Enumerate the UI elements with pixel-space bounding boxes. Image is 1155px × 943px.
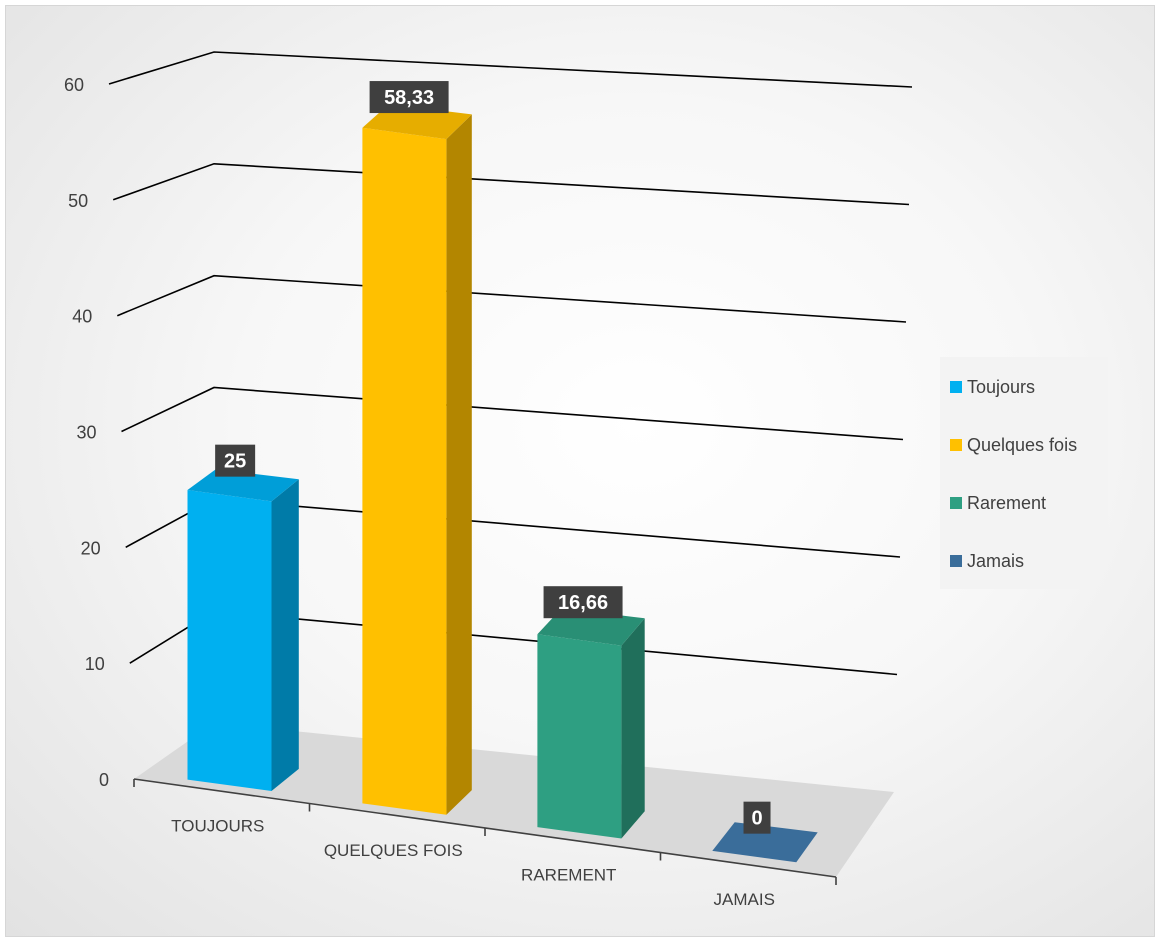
bar-front-face bbox=[537, 634, 622, 839]
y-tick-label: 0 bbox=[99, 770, 109, 790]
gridline bbox=[112, 162, 910, 206]
data-label: 58,33 bbox=[384, 87, 434, 109]
y-tick-label: 60 bbox=[64, 75, 84, 95]
data-label-box bbox=[543, 586, 623, 619]
y-tick-label: 30 bbox=[76, 423, 96, 443]
y-tick-label: 40 bbox=[72, 307, 92, 327]
legend-label: Toujours bbox=[967, 377, 1035, 397]
data-label: 16,66 bbox=[558, 592, 608, 614]
bar-flat bbox=[712, 822, 818, 863]
bar-side-face bbox=[621, 618, 645, 839]
data-label: 0 bbox=[751, 808, 762, 830]
gridline bbox=[108, 51, 913, 88]
bar-jamais bbox=[712, 822, 818, 863]
chart-area: 0 10 20 30 40 50 60 25 TOUJOURS 58,33 QUELQUES FO… bbox=[5, 5, 1155, 937]
bar-chart-3d: 0 10 20 30 40 50 60 25 TOUJOURS 58,33 QUELQUES FO… bbox=[64, 51, 1108, 909]
legend-label: Quelques fois bbox=[967, 435, 1077, 455]
legend-swatch bbox=[950, 439, 962, 451]
legend-box bbox=[940, 357, 1108, 589]
bar-rarement bbox=[537, 608, 645, 839]
bar-top-face bbox=[187, 469, 299, 502]
data-label-box bbox=[369, 81, 449, 114]
y-tick-label: 20 bbox=[81, 538, 101, 558]
bar-front-face bbox=[362, 127, 447, 815]
x-tick-label: QUELQUES FOIS bbox=[324, 841, 463, 860]
x-tick-label: TOUJOURS bbox=[171, 816, 264, 835]
x-tick-label: JAMAIS bbox=[714, 890, 775, 909]
legend-swatch bbox=[950, 497, 962, 509]
gridline bbox=[121, 386, 904, 441]
chart-floor bbox=[134, 723, 894, 877]
data-label-box bbox=[743, 801, 771, 834]
legend-swatch bbox=[950, 381, 962, 393]
gridline bbox=[116, 274, 907, 323]
legend-label: Jamais bbox=[967, 551, 1024, 571]
bar-toujours bbox=[187, 469, 299, 791]
x-tick-label: RAREMENT bbox=[521, 865, 616, 884]
data-label-box bbox=[215, 444, 256, 477]
bar-front-face bbox=[187, 490, 272, 791]
bar-side-face bbox=[446, 114, 472, 815]
legend-swatch bbox=[950, 555, 962, 567]
legend-label: Rarement bbox=[967, 493, 1046, 513]
y-tick-label: 50 bbox=[68, 191, 88, 211]
data-label: 25 bbox=[224, 451, 246, 473]
bar-side-face bbox=[271, 479, 299, 791]
bar-quelques-fois bbox=[362, 104, 472, 815]
y-tick-label: 10 bbox=[85, 654, 105, 674]
